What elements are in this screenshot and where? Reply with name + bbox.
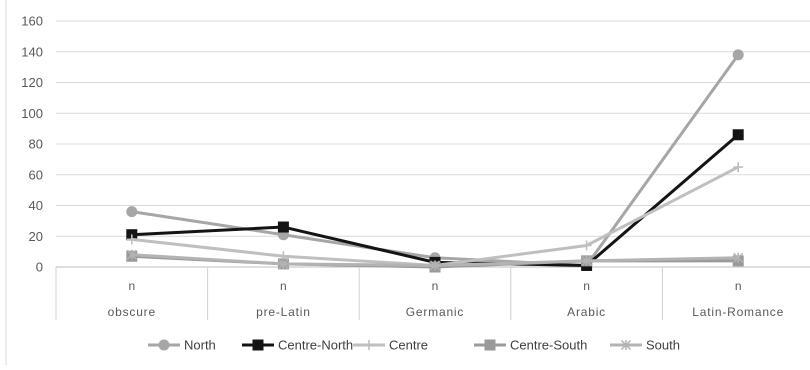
legend-label: South xyxy=(646,338,680,353)
data-point-south xyxy=(126,249,137,260)
y-tick-label: 140 xyxy=(21,44,43,59)
y-tick-label: 60 xyxy=(29,167,43,182)
legend-item-south: South xyxy=(610,338,680,353)
legend-label: Centre-South xyxy=(510,338,587,353)
legend-item-north: North xyxy=(148,338,216,353)
legend-item-centre-south: Centre-South xyxy=(474,338,587,353)
series-south xyxy=(126,249,744,271)
category-sublabel: n xyxy=(583,279,590,293)
data-point-centre xyxy=(733,162,744,173)
category-labels: n obscure n pre-Latin n Germanic n Arabic n Latin… xyxy=(108,279,784,319)
data-point-centre-north xyxy=(732,129,744,141)
legend-label: North xyxy=(184,338,216,353)
category-label-pre-latin: pre-Latin xyxy=(256,305,311,319)
legend-marker xyxy=(364,340,374,350)
data-point-south xyxy=(733,252,744,263)
legend: North Centre-North Centre Centre-South South xyxy=(148,338,680,353)
legend-item-centre-north: Centre-North xyxy=(242,338,353,353)
y-tick-label: 80 xyxy=(29,137,43,152)
category-sublabel: n xyxy=(735,279,742,293)
y-tick-labels: 0 20 40 60 80 100 120 140 160 xyxy=(21,14,43,275)
category-sublabel: n xyxy=(128,279,135,293)
y-tick-label: 20 xyxy=(29,229,43,244)
y-tick-label: 100 xyxy=(21,106,43,121)
series-lines xyxy=(126,49,744,273)
legend-marker xyxy=(252,339,264,351)
legend-marker xyxy=(620,339,632,351)
data-point-centre-north xyxy=(277,221,289,233)
category-label-germanic: Germanic xyxy=(406,305,464,319)
data-point-north xyxy=(126,206,138,218)
data-point-south xyxy=(429,260,441,271)
y-tick-label: 120 xyxy=(21,75,43,90)
category-label-latin-romance: Latin-Romance xyxy=(692,305,784,319)
legend-marker xyxy=(484,339,496,351)
data-point-north xyxy=(732,49,744,61)
category-label-obscure: obscure xyxy=(108,305,156,319)
category-label-arabic: Arabic xyxy=(567,305,606,319)
y-tick-label: 0 xyxy=(36,260,43,275)
category-sublabel: n xyxy=(280,279,287,293)
legend-label: Centre xyxy=(389,338,428,353)
legend-marker xyxy=(158,339,170,351)
legend-item-centre: Centre xyxy=(353,338,428,353)
series-line-centre-north xyxy=(131,133,740,267)
data-point-centre xyxy=(581,240,592,251)
series-line-north xyxy=(131,53,740,267)
y-tick-label: 160 xyxy=(21,14,43,29)
data-point-centre xyxy=(126,234,137,245)
category-sublabel: n xyxy=(432,279,439,293)
data-point-south xyxy=(581,255,592,266)
data-point-south xyxy=(278,258,289,269)
gridlines xyxy=(56,20,810,268)
y-tick-label: 40 xyxy=(29,198,43,213)
legend-label: Centre-North xyxy=(278,338,353,353)
